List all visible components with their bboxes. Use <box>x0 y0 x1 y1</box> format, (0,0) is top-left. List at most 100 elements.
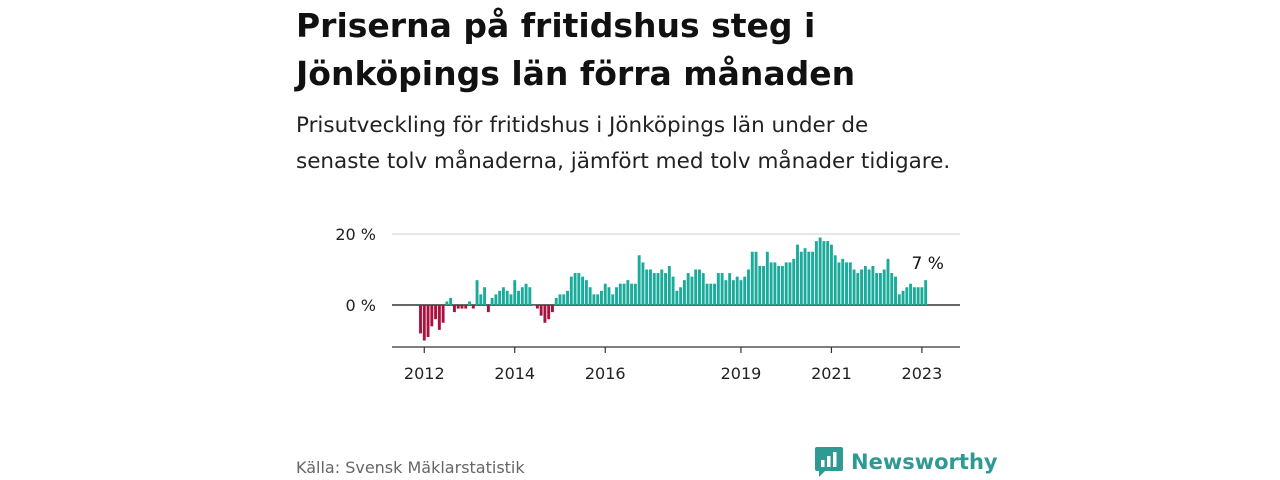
bar <box>509 294 513 305</box>
bar <box>596 294 600 305</box>
bar <box>566 290 569 305</box>
x-tick-label: 2012 <box>404 364 445 383</box>
x-tick-label: 2021 <box>811 364 852 383</box>
bar <box>468 301 471 305</box>
bar <box>652 273 656 305</box>
bar <box>611 294 615 305</box>
bar <box>479 294 483 305</box>
bar <box>483 287 487 305</box>
bar <box>667 265 671 305</box>
bar <box>649 269 652 305</box>
bar <box>464 305 468 309</box>
bar <box>867 269 871 305</box>
bar <box>822 241 826 305</box>
chart-subtitle: Prisutveckling för fritidshus i Jönköpin… <box>296 113 951 174</box>
bar <box>618 283 622 305</box>
bar <box>490 297 494 305</box>
bar <box>569 276 573 305</box>
bar <box>562 294 566 305</box>
bar <box>886 258 890 305</box>
bar <box>709 283 713 305</box>
bar <box>419 305 422 334</box>
bar <box>829 244 833 305</box>
bar <box>517 290 520 305</box>
bar <box>543 305 547 323</box>
bar <box>615 287 618 305</box>
bar <box>860 269 864 305</box>
brand-name: Newsworthy <box>851 450 998 474</box>
bar <box>731 280 735 305</box>
last-value-label: 7 % <box>911 254 943 274</box>
bar <box>920 287 924 305</box>
bar <box>682 280 686 305</box>
newsworthy-logo: Newsworthy <box>815 447 998 477</box>
bar <box>547 305 551 320</box>
bar <box>758 265 762 305</box>
bar <box>769 262 773 305</box>
bar <box>603 283 607 305</box>
bar <box>520 287 524 305</box>
bar <box>777 265 781 305</box>
bar <box>856 273 860 305</box>
bar <box>664 273 667 305</box>
bar <box>437 305 441 330</box>
bar <box>513 280 517 305</box>
bar <box>837 262 841 305</box>
bar <box>577 273 581 305</box>
bar <box>713 283 717 305</box>
bar <box>882 269 886 305</box>
bar <box>803 248 807 305</box>
bar <box>558 294 562 305</box>
bar <box>630 283 634 305</box>
x-tick-label: 2019 <box>721 364 762 383</box>
bar <box>641 262 645 305</box>
bar-series <box>419 237 928 341</box>
bar <box>728 273 732 305</box>
bar <box>848 262 852 305</box>
x-axis: 2012 2014 2016 2019 2021 2023 <box>392 346 960 383</box>
source-note: Källa: Svensk Mäklarstatistik <box>296 458 525 477</box>
bar <box>784 262 788 305</box>
bar <box>660 269 664 305</box>
bar <box>456 305 460 309</box>
bar <box>471 305 475 309</box>
bar <box>780 265 784 305</box>
newsworthy-logo-icon <box>815 447 843 477</box>
bar <box>916 287 920 305</box>
bar <box>743 276 747 305</box>
bar <box>833 255 837 305</box>
bar <box>750 251 754 305</box>
bar <box>633 283 637 305</box>
bar <box>875 273 879 305</box>
x-tick-label: 2014 <box>494 364 535 383</box>
bar <box>799 251 803 305</box>
bar <box>826 241 830 305</box>
bar <box>871 265 875 305</box>
bar <box>528 287 532 305</box>
bar <box>551 305 554 313</box>
bar <box>622 283 626 305</box>
bar <box>679 287 683 305</box>
bar <box>445 301 449 305</box>
bar <box>788 262 792 305</box>
bar <box>475 280 479 305</box>
bar <box>894 276 897 305</box>
bar <box>535 305 539 309</box>
bar <box>724 280 728 305</box>
bar <box>449 297 453 305</box>
bar <box>452 305 456 313</box>
bar <box>841 258 845 305</box>
bar <box>486 305 490 313</box>
y-tick-label: 0 % <box>346 296 376 315</box>
bar <box>890 273 894 305</box>
bar <box>524 283 528 305</box>
bar <box>573 273 577 305</box>
bar <box>498 290 502 305</box>
bar <box>909 283 913 305</box>
bar <box>494 294 498 305</box>
bar <box>430 305 434 327</box>
bar <box>600 290 603 305</box>
bar <box>690 276 694 305</box>
bar <box>694 269 698 305</box>
bar <box>811 251 815 305</box>
